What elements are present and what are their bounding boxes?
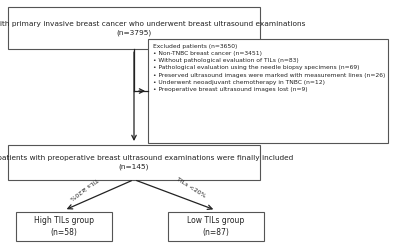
FancyBboxPatch shape [148, 39, 388, 143]
Text: Patients with primary invasive breast cancer who underwent breast ultrasound exa: Patients with primary invasive breast ca… [0, 21, 306, 35]
FancyBboxPatch shape [16, 212, 112, 241]
FancyBboxPatch shape [168, 212, 264, 241]
Text: High TILs group
(n=58): High TILs group (n=58) [34, 216, 94, 237]
FancyBboxPatch shape [8, 7, 260, 49]
Text: TILs ≥20%: TILs ≥20% [68, 176, 98, 200]
Text: TNBC patients with preoperative breast ultrasound examinations were finally incl: TNBC patients with preoperative breast u… [0, 155, 293, 169]
Text: Excluded patients (n=3650)
• Non-TNBC breast cancer (n=3451)
• Without pathologi: Excluded patients (n=3650) • Non-TNBC br… [153, 44, 385, 92]
Text: TILs <20%: TILs <20% [176, 177, 206, 199]
FancyBboxPatch shape [8, 145, 260, 180]
Text: Low TILs group
(n=87): Low TILs group (n=87) [187, 216, 245, 237]
